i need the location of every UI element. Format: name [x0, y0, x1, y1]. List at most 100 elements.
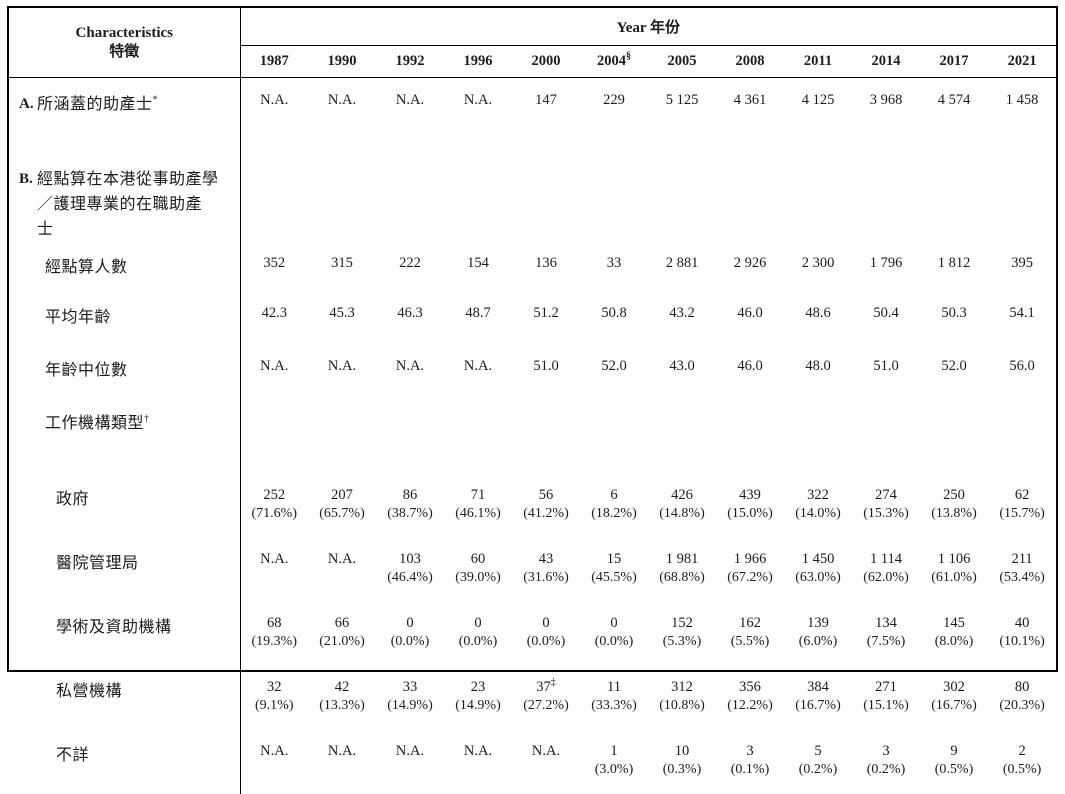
data-cell: 33(14.9%)	[376, 671, 444, 735]
data-cell: 56.0	[988, 346, 1056, 399]
cell-value: 50.8	[601, 305, 626, 321]
cell-value: 43.0	[669, 358, 694, 374]
characteristics-label-en: Characteristics	[76, 25, 173, 41]
cell-value: 37	[536, 679, 551, 695]
data-cell: 1 450(63.0%)	[784, 543, 852, 607]
cell-value: 11	[607, 679, 621, 695]
data-cell: 134(7.5%)	[852, 607, 920, 671]
data-cell: 252(71.6%)	[240, 479, 308, 543]
row-label-cell: B.經點算在本港從事助產學／護理專業的在職助產士	[9, 155, 240, 246]
cell-percentage: (10.1%)	[989, 633, 1055, 650]
data-cell: 43.0	[648, 346, 716, 399]
data-cell: 86(38.7%)	[376, 479, 444, 543]
data-cell: 52.0	[580, 346, 648, 399]
year-label: 2004	[597, 53, 626, 69]
year-label: 2021	[1008, 53, 1037, 69]
cell-value: 60	[471, 551, 486, 567]
cell-value: 0	[474, 615, 481, 631]
cell-percentage: (68.8%)	[649, 569, 715, 586]
data-cell: 222	[376, 246, 444, 293]
data-cell: N.A.	[308, 543, 376, 607]
data-cell: 384(16.7%)	[784, 671, 852, 735]
cell-value: N.A.	[260, 551, 288, 567]
data-cell: 162(5.5%)	[716, 607, 784, 671]
cell-percentage: (41.2%)	[513, 505, 579, 522]
row-label-cell: 經點算人數	[9, 246, 240, 293]
cell-value: 4 574	[938, 92, 971, 108]
year-column-header: 2004§	[580, 46, 648, 78]
cell-percentage: (46.1%)	[445, 505, 511, 522]
cell-value: 4 361	[734, 92, 767, 108]
row-label: 學術及資助機構	[56, 619, 172, 636]
cell-value: 2	[1018, 743, 1025, 759]
cell-value: 56.0	[1009, 358, 1034, 374]
data-cell: 271(15.1%)	[852, 671, 920, 735]
cell-percentage: (67.2%)	[717, 569, 783, 586]
data-cell: 322(14.0%)	[784, 479, 852, 543]
cell-percentage: (14.8%)	[649, 505, 715, 522]
cell-percentage: (65.7%)	[309, 505, 375, 522]
year-label: 2005	[668, 53, 697, 69]
cell-value: 52.0	[601, 358, 626, 374]
row-label-cell: 私營機構	[9, 671, 240, 735]
characteristics-header: Characteristics 特徵	[9, 8, 240, 78]
cell-value: 42.3	[262, 305, 287, 321]
year-label: 2017	[940, 53, 969, 69]
data-cell: 48.6	[784, 293, 852, 346]
cell-percentage: (0.0%)	[377, 633, 443, 650]
cell-value: 62	[1015, 487, 1030, 503]
cell-value: 0	[610, 615, 617, 631]
data-cell: N.A.	[240, 543, 308, 607]
cell-value: N.A.	[328, 92, 356, 108]
cell-percentage: (15.7%)	[989, 505, 1055, 522]
cell-value: N.A.	[328, 551, 356, 567]
cell-value: N.A.	[328, 743, 356, 759]
row-label: 年齡中位數	[45, 362, 128, 379]
cell-percentage: (39.0%)	[445, 569, 511, 586]
cell-value: 48.7	[465, 305, 490, 321]
cell-value: 42	[335, 679, 350, 695]
data-cell: 302(16.7%)	[920, 671, 988, 735]
year-column-header: 2021	[988, 46, 1056, 78]
year-column-header: 1996	[444, 46, 512, 78]
cell-value: 211	[1011, 551, 1032, 567]
year-column-header: 2008	[716, 46, 784, 78]
data-cell: 1 966(67.2%)	[716, 543, 784, 607]
cell-value: 54.1	[1009, 305, 1034, 321]
cell-percentage: (15.0%)	[717, 505, 783, 522]
cell-percentage: (13.8%)	[921, 505, 987, 522]
cell-value: 322	[807, 487, 829, 503]
cell-percentage: (0.0%)	[513, 633, 579, 650]
year-column-header: 2011	[784, 46, 852, 78]
data-cell: 50.4	[852, 293, 920, 346]
data-cell: 152(5.3%)	[648, 607, 716, 671]
data-cell: 145(8.0%)	[920, 607, 988, 671]
data-cell: 11(33.3%)	[580, 671, 648, 735]
header-row-year: Characteristics 特徵 Year 年份	[9, 8, 1056, 46]
data-cell: 1 981(68.8%)	[648, 543, 716, 607]
row-label: 政府	[56, 491, 89, 508]
data-cell: N.A.	[444, 735, 512, 794]
cell-value: N.A.	[260, 358, 288, 374]
data-cell: 51.2	[512, 293, 580, 346]
cell-value: 52.0	[941, 358, 966, 374]
cell-percentage: (45.5%)	[581, 569, 647, 586]
data-cell: N.A.	[240, 78, 308, 156]
cell-value: 152	[671, 615, 693, 631]
cell-percentage: (0.0%)	[581, 633, 647, 650]
cell-value: 145	[943, 615, 965, 631]
table-row: B.經點算在本港從事助產學／護理專業的在職助產士	[9, 155, 1056, 246]
year-label: 1987	[260, 53, 289, 69]
year-label: 2008	[736, 53, 765, 69]
cell-value: N.A.	[328, 358, 356, 374]
footnote-marker: §	[626, 51, 631, 62]
row-label-line: ／護理專業的在職助產	[37, 196, 202, 213]
data-cell: 4 361	[716, 78, 784, 156]
data-cell: 5(0.2%)	[784, 735, 852, 794]
year-column-header: 1990	[308, 46, 376, 78]
data-cell: 4 574	[920, 78, 988, 156]
row-label-cell: 平均年齡	[9, 293, 240, 346]
